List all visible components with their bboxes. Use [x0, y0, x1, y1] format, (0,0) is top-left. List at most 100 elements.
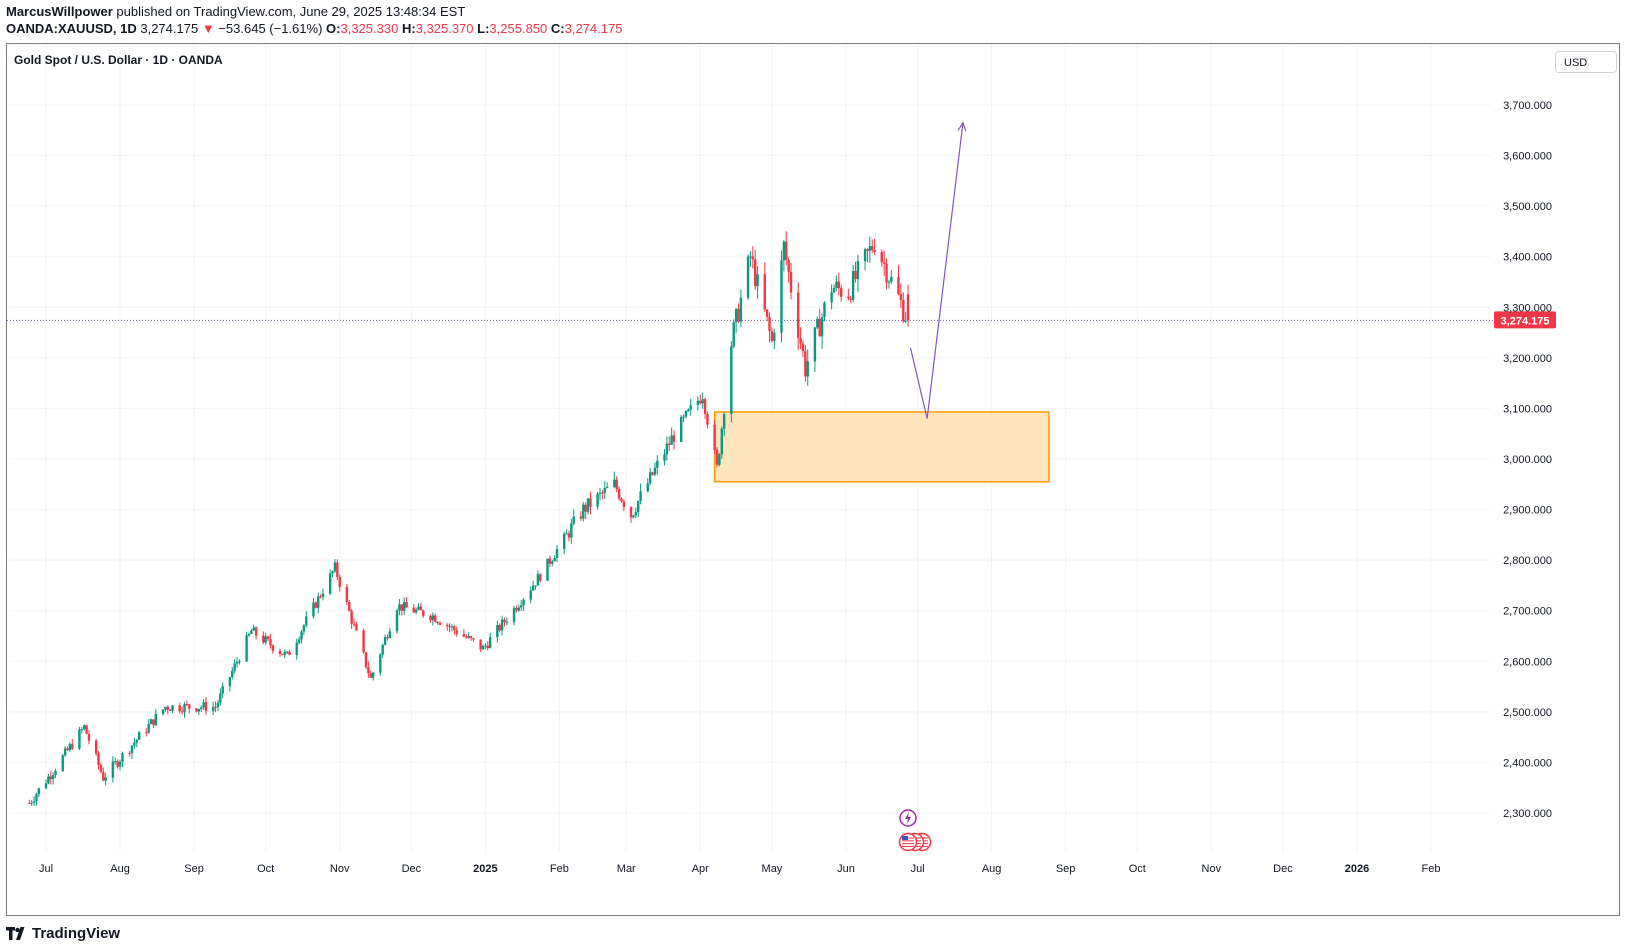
candle-body	[699, 400, 702, 404]
candle-body	[152, 719, 155, 726]
y-tick-label: 3,600.000	[1503, 151, 1552, 163]
candle-body	[789, 271, 793, 293]
candle-body	[498, 625, 501, 631]
y-tick-label: 2,900.000	[1503, 505, 1552, 517]
candle-body	[233, 663, 236, 671]
candle-body	[434, 615, 437, 622]
candle-body	[469, 636, 473, 639]
x-tick-label: Sep	[1056, 863, 1076, 875]
candle-body	[546, 558, 549, 581]
tradingview-brand[interactable]: TradingView	[6, 925, 120, 942]
support-zone-rect[interactable]	[713, 411, 1050, 483]
candle-body	[85, 725, 88, 734]
x-tick-label: 2026	[1345, 863, 1369, 875]
candle-body	[183, 704, 186, 713]
projection-arrow-line[interactable]	[909, 122, 964, 419]
candle-body	[369, 673, 372, 678]
candle-body	[785, 241, 788, 260]
candle-body	[835, 281, 838, 289]
candle-body	[99, 765, 103, 772]
currency-button[interactable]: USD	[1555, 51, 1617, 73]
candle-body	[503, 619, 506, 623]
candle-body	[722, 413, 726, 429]
candle-body	[639, 491, 642, 502]
candle-body	[751, 256, 755, 260]
candle-body	[763, 274, 766, 310]
candle-body	[345, 586, 349, 603]
candle-body	[180, 711, 184, 713]
candle-body	[247, 633, 251, 636]
candle-body	[414, 609, 418, 613]
candle-body	[200, 707, 203, 710]
candle-body	[553, 558, 556, 562]
candle-body	[83, 725, 86, 730]
candle-body	[35, 794, 38, 802]
x-tick-label: Mar	[617, 863, 636, 875]
last-price: 3,274.175	[140, 21, 199, 36]
candle-body	[400, 604, 404, 611]
candle-body	[486, 645, 489, 649]
open-label: O:	[326, 21, 341, 36]
candle-body	[871, 246, 874, 251]
candle-body	[211, 706, 215, 712]
candle-body	[672, 435, 676, 442]
candle-body	[228, 677, 232, 687]
candle-body	[582, 504, 585, 519]
us-flag-icon[interactable]	[898, 832, 932, 852]
candle-body	[885, 263, 888, 283]
candle-body	[395, 610, 399, 632]
x-tick-label: Dec	[1273, 863, 1293, 875]
x-tick-label: Feb	[550, 863, 569, 875]
x-tick-label: Dec	[402, 863, 422, 875]
x-tick-label: 2025	[473, 863, 497, 875]
candle-body	[830, 292, 833, 303]
candle-body	[899, 294, 903, 301]
candle-body	[847, 296, 850, 299]
candle-body	[28, 802, 31, 804]
x-tick-label: Feb	[1422, 863, 1441, 875]
candle-body	[596, 493, 599, 507]
y-tick-label: 2,800.000	[1503, 555, 1552, 567]
candle-body	[319, 596, 322, 598]
candle-body	[823, 302, 826, 318]
candle-body	[419, 606, 423, 611]
open-value: 3,325.330	[340, 21, 399, 36]
candle-body	[648, 472, 652, 484]
candle-body	[589, 498, 592, 507]
candle-body	[94, 740, 98, 754]
candle-body	[804, 351, 807, 377]
candle-body	[603, 488, 606, 494]
candle-body	[801, 343, 805, 352]
candle-body	[111, 761, 115, 778]
candle-body	[264, 636, 267, 643]
candle-body	[271, 645, 275, 651]
candle-body	[706, 413, 709, 425]
candle-body	[114, 761, 117, 763]
candle-body	[534, 585, 537, 587]
candle-body	[195, 708, 198, 712]
candle-body	[539, 574, 542, 581]
candle-body	[713, 424, 716, 450]
candle-body	[331, 571, 334, 574]
lightning-icon[interactable]	[899, 809, 917, 827]
author-name[interactable]: MarcusWillpower	[6, 4, 113, 19]
candle-body	[472, 638, 475, 640]
candle-body	[417, 606, 420, 610]
candle-body	[252, 627, 255, 631]
candle-body	[517, 607, 521, 611]
candle-body	[656, 460, 659, 468]
candle-body	[529, 590, 532, 600]
candle-body	[579, 516, 583, 519]
candle-body	[438, 622, 442, 625]
x-tick-label: Aug	[982, 863, 1002, 875]
x-tick-label: Nov	[1202, 863, 1222, 875]
candle-body	[570, 523, 573, 538]
candle-body	[622, 501, 626, 508]
candle-body	[221, 686, 224, 694]
candle-body	[863, 249, 867, 262]
candle-body	[336, 562, 339, 578]
last-price-tag	[1494, 311, 1556, 329]
candle-body	[634, 512, 638, 516]
candle-body	[479, 639, 482, 650]
